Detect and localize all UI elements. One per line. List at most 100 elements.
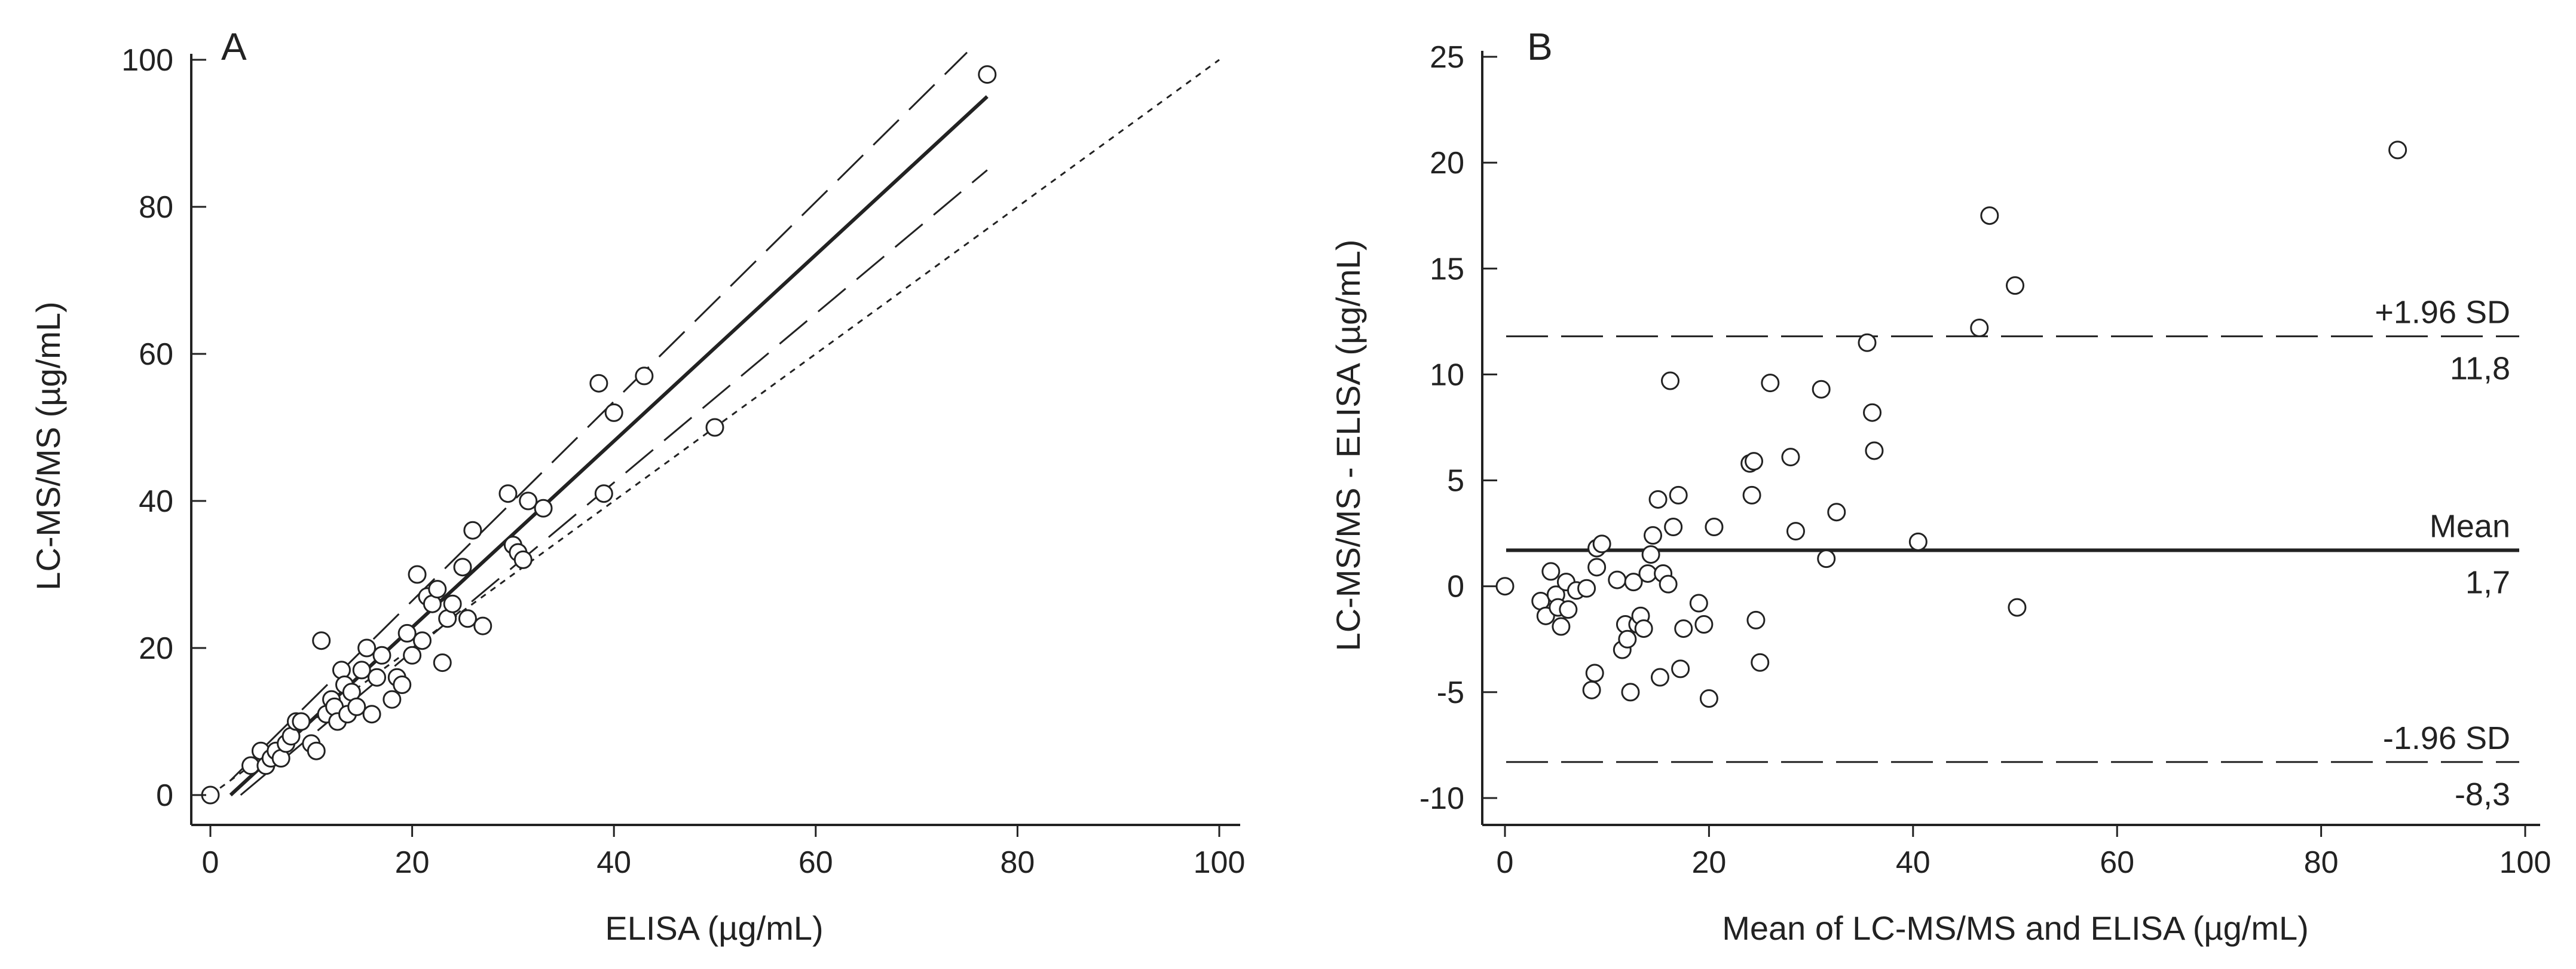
panel-a-point <box>978 65 997 84</box>
panel-b-point <box>1745 452 1764 471</box>
panel-b-x-tick-label: 40 <box>1896 845 1931 880</box>
panel-b-y-tick-label: 15 <box>1430 252 1464 286</box>
panel-b-y-axis-title: LC-MS/MS - ELISA (µg/mL) <box>1329 240 1367 652</box>
panel-a-x-tick-label: 20 <box>395 845 430 880</box>
panel-b-point <box>1552 617 1571 636</box>
panel-b-point <box>1495 577 1515 596</box>
panel-a-point <box>458 609 477 628</box>
panel-a-y-axis-title: LC-MS/MS (µg/mL) <box>29 301 67 590</box>
panel-b-point <box>1624 573 1643 592</box>
panel-b-x-ticks: 0 20 40 60 80 100 <box>1497 825 2551 880</box>
panel-a-x-tick-label: 40 <box>596 845 631 880</box>
panel-b-point <box>1618 629 1637 649</box>
panel-a-point <box>372 646 391 665</box>
panel-a-x-tick-label: 0 <box>202 845 219 880</box>
panel-b-point <box>1980 206 1999 225</box>
panel-b-x-tick-label: 0 <box>1497 845 1514 880</box>
panel-b-point <box>1970 318 1989 337</box>
panel-b-point <box>1577 579 1596 598</box>
panel-b-point <box>1827 503 1846 522</box>
panel-b-point <box>2008 598 2027 617</box>
panel-a-point <box>594 484 613 503</box>
panel-b-x-tick-label: 80 <box>2304 845 2339 880</box>
panel-b-point <box>1585 664 1604 683</box>
panel-a-point <box>635 366 654 386</box>
panel-a-point <box>705 418 724 437</box>
panel-b-point <box>1865 441 1884 460</box>
panel-b-upper-loa-label: +1.96 SD <box>2375 295 2510 331</box>
panel-b-y-tick-label: -5 <box>1437 675 1464 710</box>
panel-b-point <box>1742 485 1761 505</box>
panel-a-point <box>473 616 492 635</box>
panel-b-point <box>1634 619 1653 638</box>
panel-a-point <box>498 484 518 503</box>
panel-b-point <box>1863 403 1882 422</box>
panel-b-point <box>1669 485 1688 505</box>
panel-b-point <box>1694 615 1714 634</box>
panel-b-point <box>1641 545 1660 564</box>
panel-a-point <box>383 690 402 709</box>
panel-a-point <box>368 668 387 687</box>
panel-a-point <box>589 374 608 393</box>
panel-a-method-comparison: 0 20 40 60 80 100 0 20 40 60 80 100 A ELISA (µg/mL… <box>29 25 1245 947</box>
panel-a-point <box>292 712 311 731</box>
panel-a-point <box>347 697 366 716</box>
panel-b-mean-label: Mean <box>2430 508 2510 544</box>
panel-b-lower-loa-value: -8,3 <box>2455 777 2510 812</box>
panel-b-point <box>1699 689 1718 708</box>
panel-b-point <box>1592 534 1611 554</box>
panel-a-x-ticks: 0 20 40 60 80 100 <box>202 825 1246 880</box>
panel-b-point <box>1761 374 1780 393</box>
panel-a-y-ticks: 0 20 40 60 80 100 <box>121 43 206 813</box>
panel-b-point <box>1608 570 1627 589</box>
panel-b-x-axis-title: Mean of LC-MS/MS and ELISA (µg/mL) <box>1722 909 2309 947</box>
panel-a-point <box>443 594 462 613</box>
panel-b-point <box>1541 562 1561 581</box>
panel-b-y-tick-label: 20 <box>1430 146 1464 181</box>
panel-b-point <box>1786 522 1805 541</box>
panel-a-upper-limit-line <box>230 51 968 781</box>
panel-b-point <box>1746 610 1766 629</box>
panel-a-point <box>519 491 538 511</box>
panel-a-point <box>397 623 417 643</box>
panel-a-y-tick-label: 0 <box>156 778 173 813</box>
panel-a-point <box>453 558 472 577</box>
panel-a-y-tick-label: 60 <box>139 337 173 372</box>
panel-a-y-tick-label: 80 <box>139 190 173 225</box>
panel-b-limit-labels: +1.96 SD 11,8 Mean 1,7 -1.96 SD -8,3 <box>2375 295 2510 812</box>
panel-a-point <box>513 550 533 569</box>
panel-a-regression-line <box>229 95 989 797</box>
panel-a-point <box>433 653 452 673</box>
panel-b-point <box>1621 683 1640 702</box>
panel-b-point <box>1858 333 1877 352</box>
panel-a-data-points <box>201 65 997 805</box>
panel-b-mean-value: 1,7 <box>2465 564 2510 600</box>
panel-b-point <box>2006 276 2024 295</box>
panel-a-point <box>357 638 377 658</box>
panel-a-point <box>408 565 427 584</box>
panel-b-point <box>1661 371 1680 390</box>
panel-a-point <box>393 675 412 694</box>
panel-b-y-tick-label: -10 <box>1419 781 1464 816</box>
panel-b-point <box>1559 600 1578 619</box>
panel-b-point <box>1648 490 1668 509</box>
panel-b-point <box>1705 518 1724 537</box>
panel-b-point <box>1582 680 1601 699</box>
panel-b-point <box>1671 659 1690 678</box>
panel-b-point <box>1659 574 1678 594</box>
panel-b-point <box>1644 526 1663 545</box>
panel-b-bland-altman: -10 -5 0 5 10 15 20 25 0 20 40 60 80 100 +1.96 SD 11,… <box>1329 25 2551 947</box>
panel-a-point <box>428 580 447 599</box>
panel-a-point <box>362 705 381 724</box>
panel-b-letter: B <box>1527 25 1553 68</box>
panel-b-y-ticks: -10 -5 0 5 10 15 20 25 <box>1419 40 1497 816</box>
panel-b-point <box>1751 653 1770 672</box>
panel-a-y-tick-label: 100 <box>121 43 173 78</box>
panel-a-y-tick-label: 40 <box>139 484 173 519</box>
panel-b-point <box>1664 518 1683 537</box>
panel-a-point <box>412 631 432 650</box>
panel-a-x-tick-label: 60 <box>799 845 833 880</box>
panel-b-y-tick-label: 25 <box>1430 40 1464 75</box>
panel-b-y-tick-label: 0 <box>1447 570 1464 604</box>
panel-a-x-tick-label: 100 <box>1194 845 1246 880</box>
